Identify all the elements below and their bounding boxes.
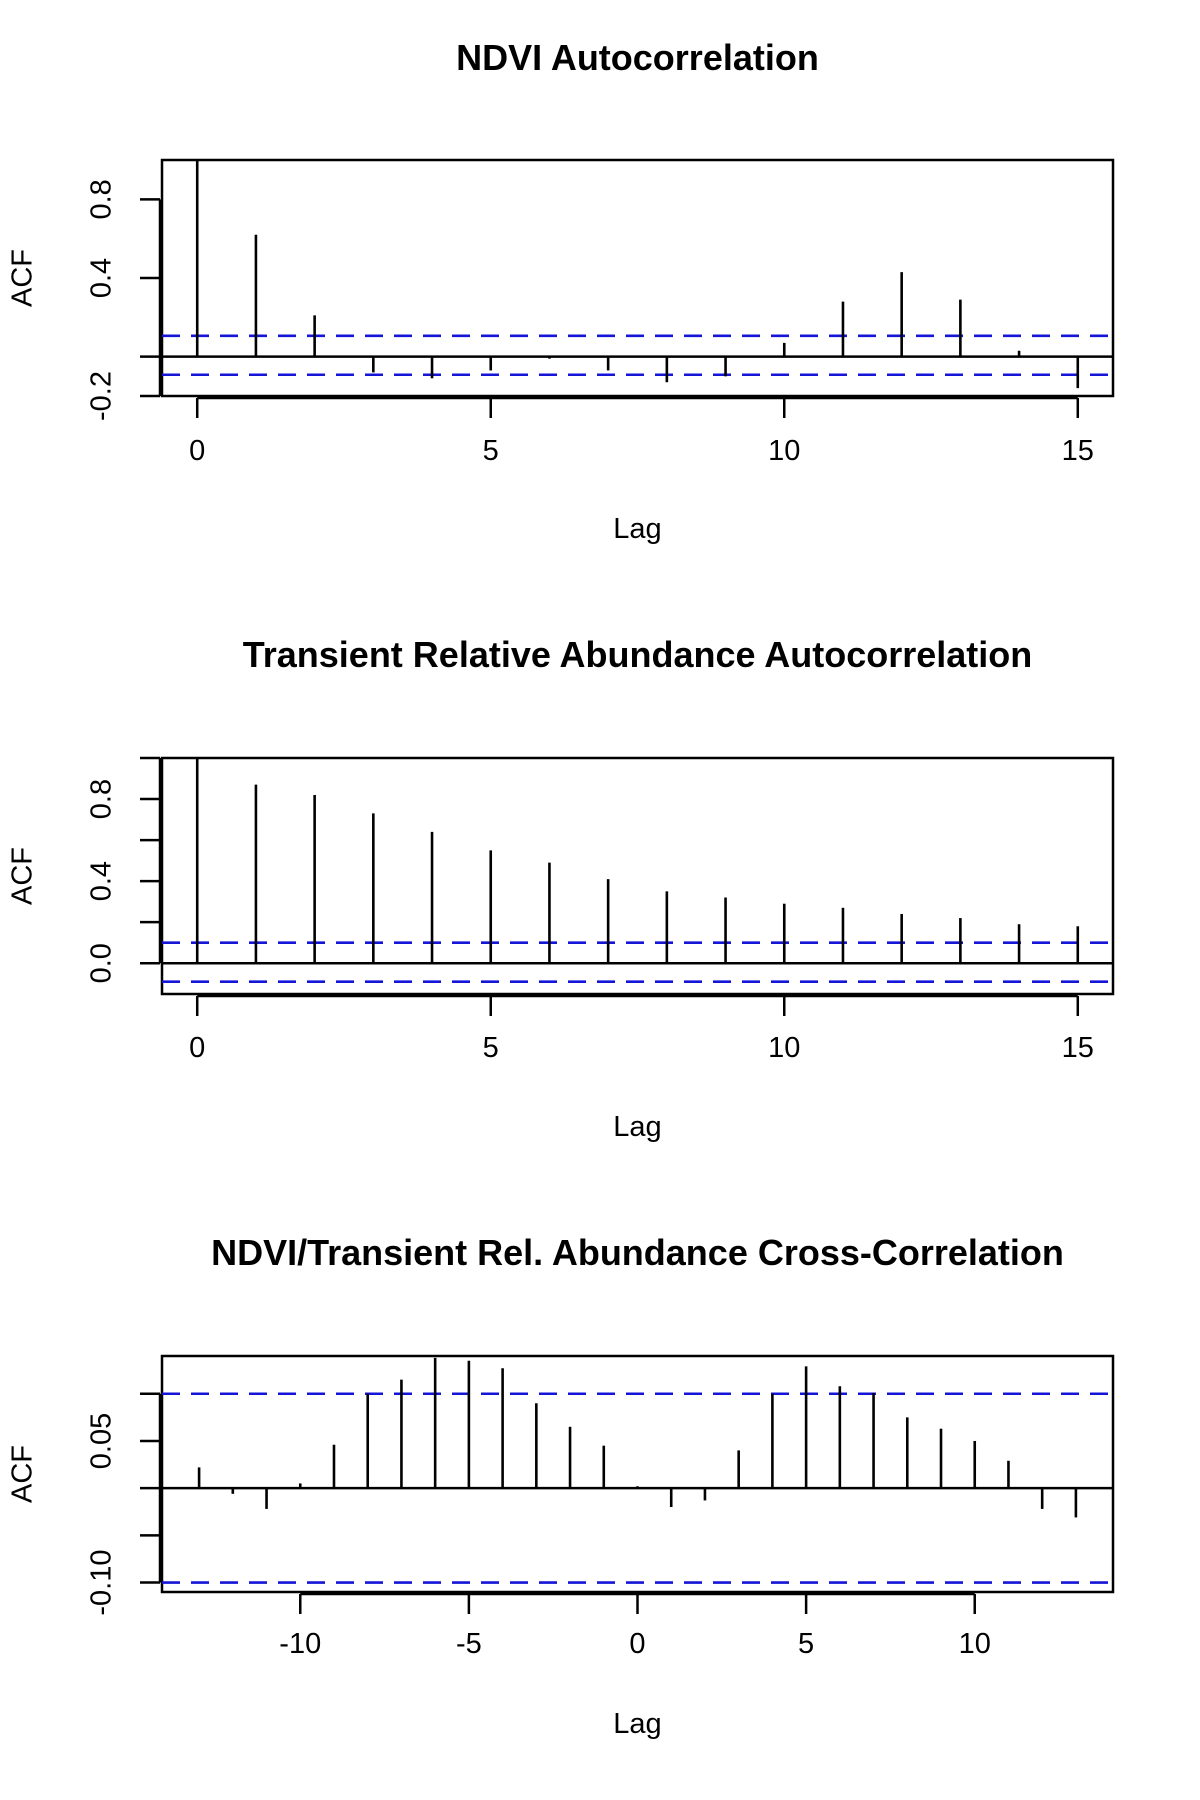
y-tick-label: 0.0 [86, 943, 118, 983]
x-tick-label: 10 [768, 435, 800, 467]
x-axis-label: Lag [613, 1111, 661, 1143]
y-tick-label: 0.05 [86, 1413, 118, 1469]
x-tick-label: 10 [768, 1032, 800, 1064]
chart-title: NDVI/Transient Rel. Abundance Cross-Corr… [211, 1232, 1064, 1273]
y-tick-label: -0.10 [86, 1550, 118, 1616]
plot-frame [160, 756, 1115, 996]
x-tick-label: 0 [629, 1628, 645, 1660]
y-axis-label: ACF [7, 847, 39, 905]
y-axis-label: ACF [7, 249, 39, 307]
y-tick-label: 0.8 [86, 179, 118, 219]
x-tick-label: 5 [483, 435, 499, 467]
plot-frame [160, 158, 1115, 398]
y-tick-label: 0.4 [86, 258, 118, 298]
y-axis-label: ACF [7, 1445, 39, 1503]
x-tick-label: -5 [456, 1628, 482, 1660]
x-tick-label: 5 [798, 1628, 814, 1660]
plot-frame [160, 1354, 1115, 1594]
x-axis-label: Lag [613, 513, 661, 545]
y-tick-label: 0.4 [86, 861, 118, 901]
x-tick-label: -10 [279, 1628, 321, 1660]
x-tick-label: 0 [189, 1032, 205, 1064]
x-axis-label: Lag [613, 1708, 661, 1740]
y-tick-label: -0.2 [86, 371, 118, 421]
x-tick-label: 5 [483, 1032, 499, 1064]
chart-title: Transient Relative Abundance Autocorrela… [243, 634, 1033, 675]
x-tick-label: 0 [189, 435, 205, 467]
x-tick-label: 10 [959, 1628, 991, 1660]
chart-title: NDVI Autocorrelation [456, 37, 819, 78]
x-tick-label: 15 [1062, 1032, 1094, 1064]
y-tick-label: 0.8 [86, 779, 118, 819]
x-tick-label: 15 [1062, 435, 1094, 467]
